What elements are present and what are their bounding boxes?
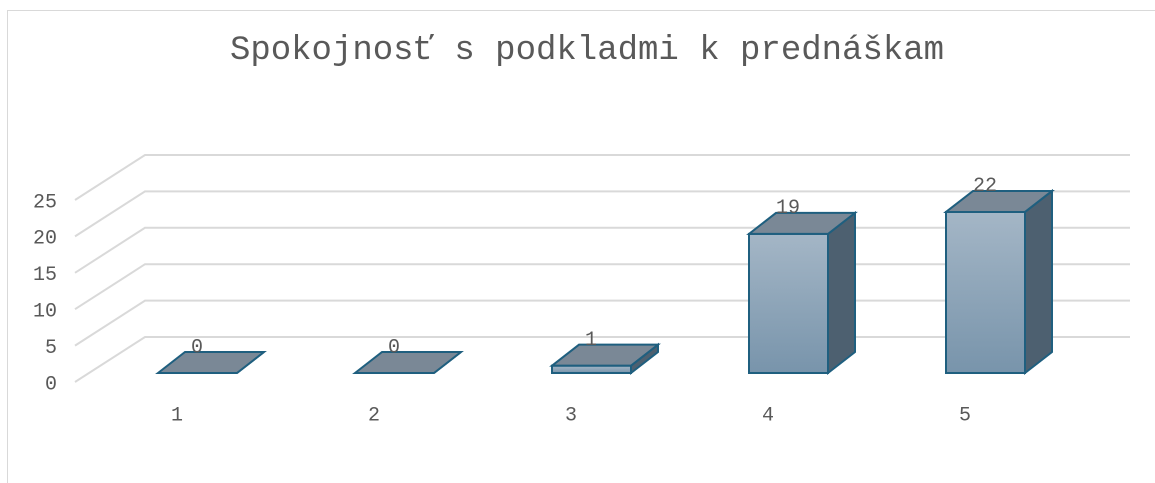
y-tick-label: 25 <box>33 191 57 214</box>
bars: 1 0 2 0 3 1 4 19 5 22 <box>155 175 1055 427</box>
y-tick-label: 15 <box>33 264 57 287</box>
y-tick-label: 20 <box>33 228 57 251</box>
bar-front <box>748 232 829 374</box>
bar-front <box>551 364 632 374</box>
data-label: 0 <box>191 336 203 359</box>
grid-line <box>74 190 1130 238</box>
bar-top <box>155 351 267 374</box>
bar-top <box>549 343 661 367</box>
chart-title: Spokojnosť s podkladmi k prednáškam <box>230 32 944 70</box>
x-tick-label: 1 <box>171 404 183 427</box>
y-tick-label: 5 <box>45 337 57 360</box>
x-tick-label: 4 <box>762 404 774 427</box>
data-label: 1 <box>585 329 597 352</box>
data-label: 22 <box>973 175 997 198</box>
bar-side <box>827 210 856 376</box>
y-tick-label: 10 <box>33 300 57 323</box>
bar-front <box>945 210 1026 374</box>
bar-top <box>943 189 1055 213</box>
x-tick-label: 3 <box>565 404 577 427</box>
data-label: 19 <box>776 197 800 220</box>
y-tick-label: 0 <box>45 373 57 396</box>
grid-line <box>74 154 1130 201</box>
x-tick-label: 2 <box>368 404 380 427</box>
data-label: 0 <box>388 336 400 359</box>
bar-side <box>1024 188 1053 376</box>
bar-top <box>746 211 858 235</box>
x-tick-label: 5 <box>959 404 971 427</box>
bar-top <box>352 351 464 374</box>
